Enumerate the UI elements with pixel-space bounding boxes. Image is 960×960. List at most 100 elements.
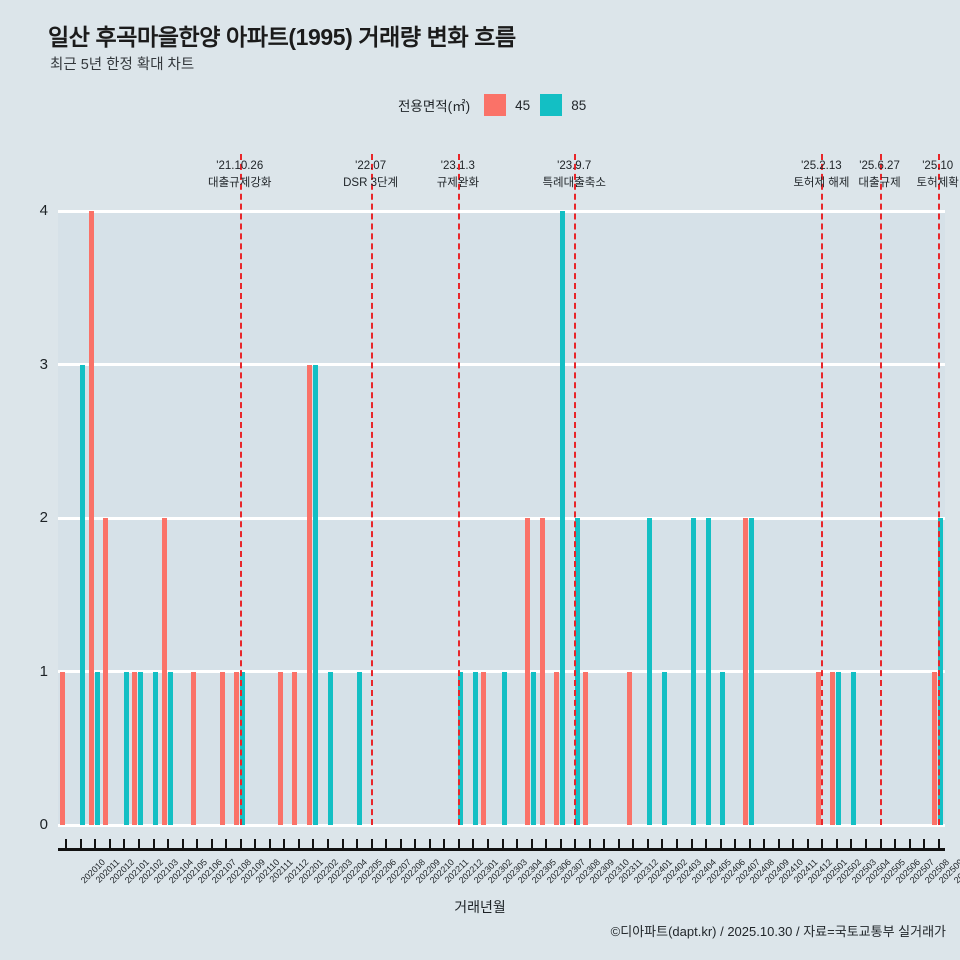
bar-202011-85[interactable] <box>80 364 86 825</box>
legend-entry-85[interactable]: 85 <box>540 94 586 116</box>
x-axis-tick <box>865 839 868 851</box>
x-axis-tick <box>268 839 271 851</box>
bar-202402-85[interactable] <box>647 518 653 825</box>
x-axis-tick <box>908 839 911 851</box>
bar-202102-85[interactable] <box>123 671 129 825</box>
event-annotation-202110: '21.10.26 대출규제강화 <box>208 158 271 191</box>
bar-202503-85[interactable] <box>836 671 842 825</box>
event-line-202510 <box>937 154 940 825</box>
bar-202109-45[interactable] <box>219 671 225 825</box>
x-axis-tick <box>79 839 82 851</box>
legend-entry-45[interactable]: 45 <box>484 94 530 116</box>
bar-202110-45[interactable] <box>234 671 240 825</box>
bar-202010-45[interactable] <box>59 671 65 825</box>
x-axis-tick <box>690 839 693 851</box>
legend-swatch-45 <box>484 94 507 116</box>
bar-202503-45[interactable] <box>830 671 836 825</box>
bar-202103-45[interactable] <box>132 671 138 825</box>
bar-202204-85[interactable] <box>327 671 333 825</box>
event-line-202506 <box>879 154 882 825</box>
bar-202407-85[interactable] <box>720 671 726 825</box>
x-axis-tick <box>210 839 213 851</box>
bar-202104-85[interactable] <box>153 671 159 825</box>
x-axis-tick <box>763 839 766 851</box>
x-axis-tick <box>399 839 402 851</box>
x-axis-tick <box>312 839 315 851</box>
bar-202105-85[interactable] <box>167 671 173 825</box>
bar-202202-45[interactable] <box>292 671 298 825</box>
bar-202306-45[interactable] <box>525 518 531 825</box>
event-annotation-202301: '23.1.3 규제완화 <box>437 158 479 191</box>
bar-202110-85[interactable] <box>240 671 246 825</box>
x-axis-tick <box>516 839 519 851</box>
bar-202012-45[interactable] <box>88 211 94 825</box>
bar-202012-85[interactable] <box>94 671 100 825</box>
bar-202206-85[interactable] <box>356 671 362 825</box>
x-axis-tick <box>675 839 678 851</box>
event-date: '23.9.7 <box>557 160 592 172</box>
x-axis-tick <box>879 839 882 851</box>
y-axis-tick-label: 0 <box>39 816 48 833</box>
event-date: '25.10 <box>922 160 954 172</box>
x-axis-label: 거래년월 <box>454 899 506 915</box>
bar-202405-85[interactable] <box>691 518 697 825</box>
legend-title: 전용면적(㎡) <box>398 99 471 114</box>
bar-202301-85[interactable] <box>458 671 464 825</box>
x-axis-tick <box>894 839 897 851</box>
y-axis-tick-label: 3 <box>39 355 48 373</box>
x-axis-tick <box>327 839 329 851</box>
footer-credit: ©디아파트(dapt.kr) / 2025.10.30 / 자료=국토교통부 실… <box>610 924 946 939</box>
y-axis-tick-label: 2 <box>39 509 48 526</box>
x-axis-tick <box>341 839 344 851</box>
x-axis-tick <box>123 839 126 851</box>
bar-202510-45[interactable] <box>932 671 938 825</box>
event-name: 토허제 해제 <box>793 176 850 189</box>
x-axis-tick <box>748 839 751 851</box>
event-line-202502 <box>821 154 824 825</box>
x-axis-tick <box>559 839 562 851</box>
bar-202306-85[interactable] <box>531 671 537 825</box>
bar-202403-85[interactable] <box>661 671 667 825</box>
bar-202308-45[interactable] <box>554 671 560 825</box>
event-annotation-202506: '25.6.27 대출규제 <box>858 158 900 191</box>
x-axis-tick <box>181 839 184 851</box>
x-axis-tick <box>835 839 838 851</box>
event-name: DSR 3단계 <box>343 176 399 189</box>
x-axis-tick <box>719 839 722 851</box>
x-axis-tick <box>501 839 504 851</box>
x-axis-tick <box>472 839 475 851</box>
event-annotation-202309: '23.9.7 특례대출축소 <box>542 158 605 191</box>
gridline <box>58 363 945 366</box>
event-date: '21.10.26 <box>216 160 264 172</box>
x-axis-tick <box>661 839 664 851</box>
x-axis-tick <box>254 839 257 851</box>
event-line-202110 <box>239 154 242 825</box>
bar-202103-85[interactable] <box>138 671 144 825</box>
bar-202302-85[interactable] <box>472 671 478 825</box>
bar-202307-45[interactable] <box>539 518 545 825</box>
bar-202203-45[interactable] <box>306 364 312 825</box>
bar-202304-85[interactable] <box>502 671 507 825</box>
bar-202101-45[interactable] <box>103 518 109 825</box>
bar-202502-45[interactable] <box>815 671 821 825</box>
bar-202309-85[interactable] <box>574 518 580 825</box>
bar-202401-45[interactable] <box>626 671 632 825</box>
event-date: '25.2.13 <box>801 160 842 172</box>
bar-202510-85[interactable] <box>938 518 944 825</box>
bar-202105-45[interactable] <box>161 518 167 825</box>
bar-202409-85[interactable] <box>749 518 755 825</box>
bar-202107-45[interactable] <box>190 671 196 825</box>
x-axis-tick <box>588 839 591 851</box>
x-axis-tick <box>806 839 809 851</box>
bar-202203-85[interactable] <box>312 364 318 825</box>
bar-202201-45[interactable] <box>277 671 283 825</box>
x-axis-tick <box>545 839 548 851</box>
bar-202406-85[interactable] <box>705 518 711 825</box>
bar-202308-85[interactable] <box>560 211 566 825</box>
event-name: 대출규제강화 <box>208 176 272 189</box>
x-axis-tick <box>94 839 97 851</box>
bar-202504-85[interactable] <box>850 671 856 825</box>
bar-202310-45[interactable] <box>583 671 589 825</box>
bar-202303-45[interactable] <box>481 671 487 825</box>
bar-202409-45[interactable] <box>743 518 749 825</box>
